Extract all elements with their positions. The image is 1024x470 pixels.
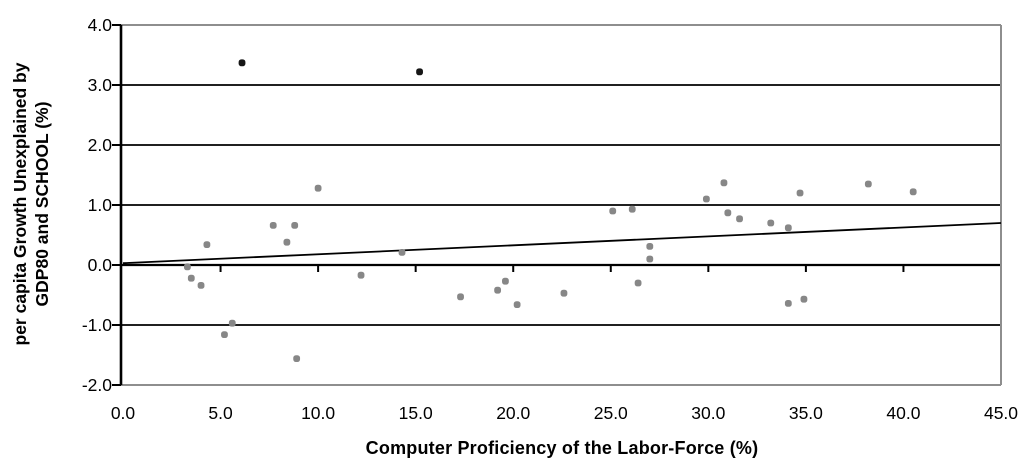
scatter-point: [494, 286, 502, 294]
scatter-point: [560, 289, 568, 297]
x-axis-title: Computer Proficiency of the Labor-Force …: [365, 438, 759, 458]
x-tick-label: 0.0: [110, 403, 136, 423]
scatter-point: [187, 274, 195, 282]
scatter-point: [646, 255, 654, 263]
x-tick-label: 30.0: [691, 403, 726, 423]
scatter-point: [864, 180, 872, 188]
x-tick-label: 15.0: [398, 403, 433, 423]
scatter-point: [197, 282, 205, 289]
y-tick-label: 1.0: [87, 195, 112, 215]
scatter-point: [228, 319, 236, 327]
scatter-point: [221, 331, 228, 338]
scatter-point: [314, 184, 322, 192]
y-tick-label: 2.0: [87, 135, 112, 155]
scatter-point: [796, 189, 804, 197]
y-tick-label: 4.0: [87, 15, 112, 35]
x-tick-label: 45.0: [983, 403, 1019, 423]
scatter-point: [502, 277, 509, 285]
y-tick-label: -1.0: [81, 315, 112, 335]
x-tick-label: 35.0: [788, 403, 823, 423]
x-tick-label: 40.0: [886, 403, 921, 423]
x-tick-label: 5.0: [208, 403, 233, 423]
outlier-point: [238, 59, 246, 67]
trendline: [122, 222, 1002, 265]
scatter-point: [357, 271, 365, 279]
scatter-point: [909, 188, 917, 196]
scatter-point: [724, 209, 732, 217]
scatter-point: [609, 207, 617, 215]
scatter-point: [784, 224, 792, 232]
y-tick-label: 0.0: [87, 255, 112, 275]
scatter-point: [720, 179, 728, 187]
y-tick-label: 3.0: [87, 75, 112, 95]
scatter-point: [269, 222, 277, 229]
scatter-point: [736, 215, 743, 223]
scatter-point: [784, 300, 792, 307]
x-tick-label: 10.0: [301, 403, 336, 423]
scatter-point: [293, 355, 301, 362]
scatter-point: [646, 243, 654, 250]
y-axis-title-line1: per capita Growth Unexplained by: [10, 62, 30, 346]
scatter-point: [767, 219, 775, 227]
y-tick-label: -2.0: [81, 375, 112, 395]
scatter-point: [183, 263, 191, 271]
scatter-point: [513, 301, 521, 308]
scatter-point: [800, 295, 808, 303]
scatter-point: [283, 238, 291, 246]
outlier-point: [416, 68, 423, 76]
x-tick-label: 25.0: [593, 403, 628, 423]
scatter-point: [634, 279, 642, 287]
scatter-point: [457, 293, 464, 301]
scatter-point: [628, 205, 636, 213]
scatter-point: [203, 241, 211, 248]
scatter-point: [291, 222, 299, 229]
scatter-point: [398, 249, 406, 256]
scatter-point: [702, 195, 710, 203]
x-tick-label: 20.0: [496, 403, 531, 423]
